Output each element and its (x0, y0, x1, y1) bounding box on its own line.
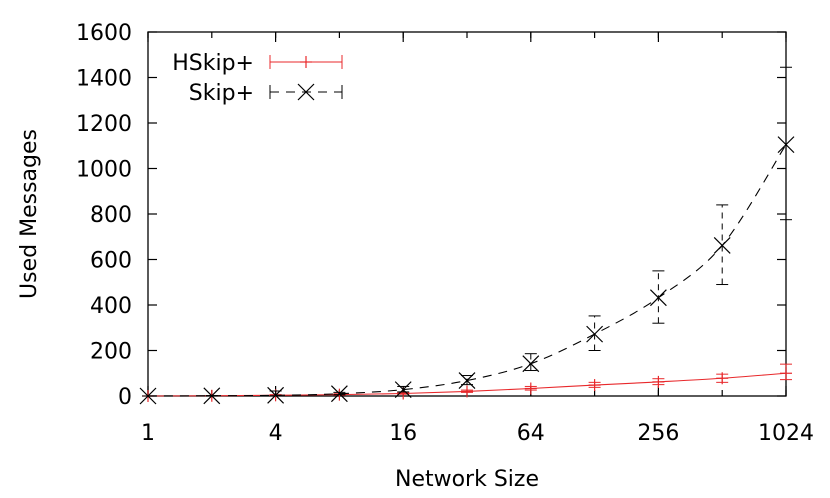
y-tick-label: 200 (90, 340, 132, 365)
cross-marker (330, 385, 348, 403)
plus-marker (588, 379, 601, 392)
error-bar (524, 353, 537, 372)
plus-marker (652, 375, 665, 388)
legend-label-hskip: HSkip+ (172, 51, 254, 76)
cross-marker (394, 381, 412, 399)
error-bar (588, 315, 601, 351)
plus-marker (780, 367, 792, 380)
y-tick-label: 1200 (76, 112, 132, 137)
x-axis: 1 4 16 64 256 1024 (141, 32, 814, 446)
cross-marker (203, 387, 221, 405)
cross-marker (713, 236, 731, 254)
y-tick-label: 1600 (76, 21, 132, 46)
plus-marker (300, 56, 312, 68)
cross-marker (267, 386, 285, 404)
x-tick-label: 64 (517, 421, 545, 446)
x-tick-label: 256 (637, 421, 679, 446)
cross-marker (522, 355, 540, 373)
y-axis-label: Used Messages (17, 129, 42, 299)
plot-series (139, 66, 795, 405)
cross-marker (458, 372, 476, 389)
plus-marker (524, 382, 537, 395)
x-tick-label: 4 (269, 421, 283, 446)
cross-marker (777, 136, 795, 154)
series-line (147, 144, 787, 397)
y-tick-label: 1000 (76, 158, 132, 183)
cross-marker (586, 325, 604, 343)
cross-marker (649, 289, 667, 307)
plus-marker (461, 385, 473, 398)
cross-marker (139, 387, 157, 405)
legend-label-skip: Skip+ (189, 81, 254, 106)
y-tick-label: 0 (118, 385, 132, 410)
y-axis: 0 200 400 600 800 1000 1200 1400 1600 (76, 21, 786, 410)
y-tick-label: 800 (90, 203, 132, 228)
error-bar (716, 204, 729, 286)
cross-marker (297, 83, 315, 101)
series-skip (139, 66, 795, 405)
x-tick-label: 1024 (758, 421, 814, 446)
plus-marker (716, 372, 729, 385)
y-tick-label: 600 (90, 249, 132, 274)
legend: HSkip+ Skip+ (172, 51, 343, 106)
y-tick-label: 1400 (76, 67, 132, 92)
error-bar (780, 66, 792, 221)
x-axis-label: Network Size (395, 467, 539, 492)
x-tick-label: 16 (389, 421, 417, 446)
y-tick-label: 400 (90, 294, 132, 319)
x-tick-label: 1 (141, 421, 155, 446)
